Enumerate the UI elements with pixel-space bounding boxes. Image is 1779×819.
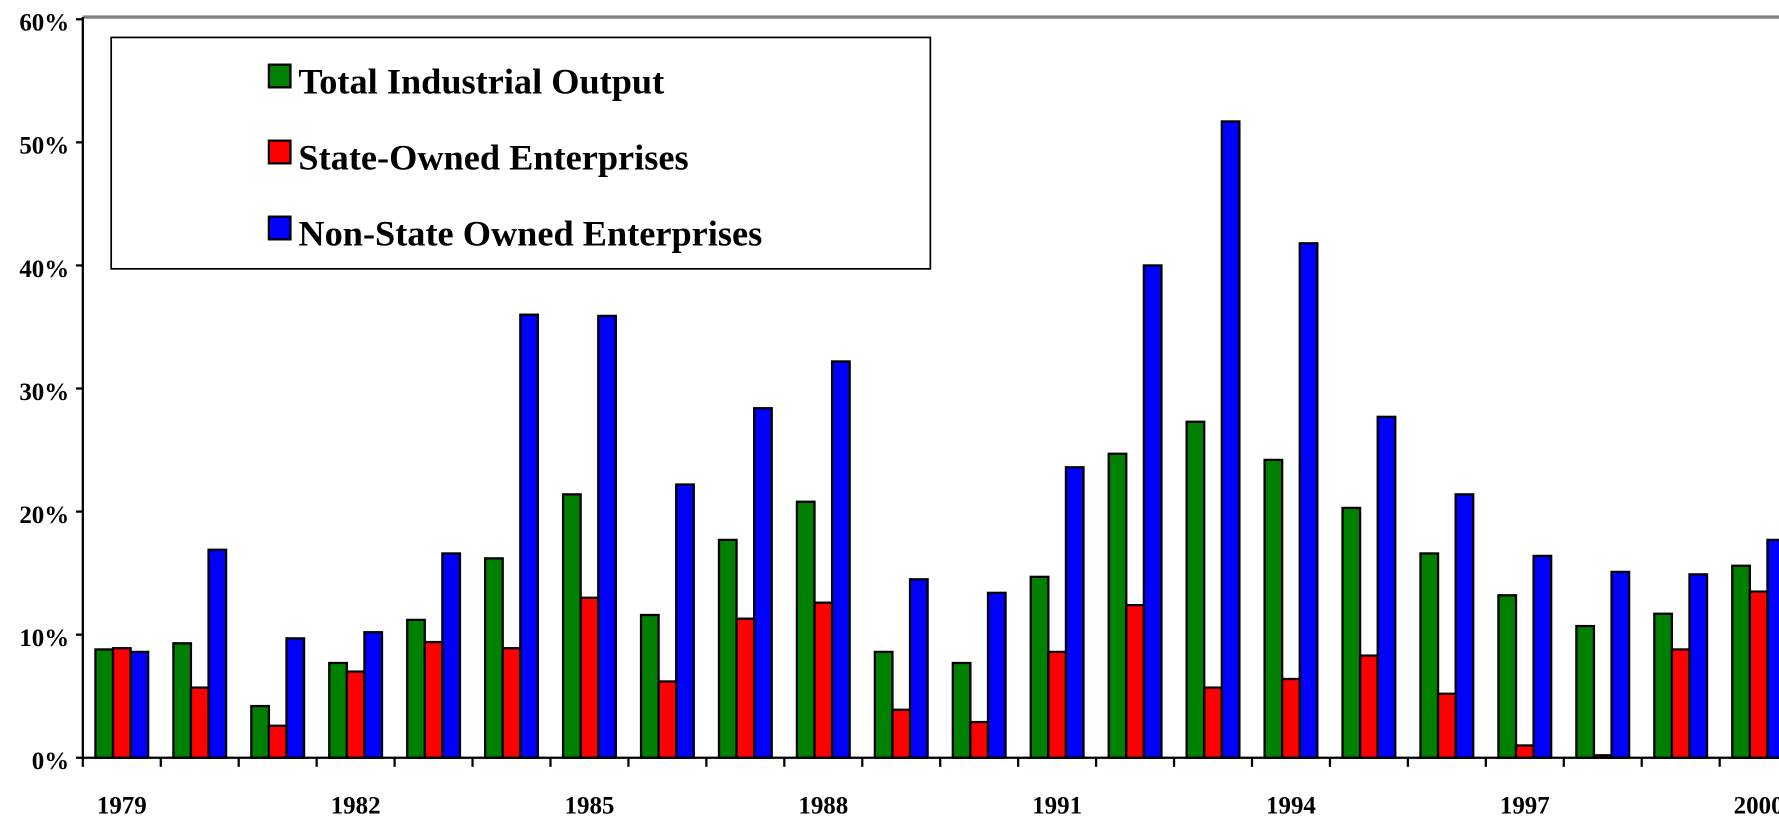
bar — [891, 708, 912, 759]
bar — [1419, 552, 1440, 759]
legend-swatch — [267, 139, 292, 165]
bar — [873, 650, 894, 759]
bar — [501, 647, 522, 759]
bar — [1203, 686, 1223, 759]
legend-swatch — [267, 63, 292, 89]
bar — [753, 407, 773, 759]
bar — [1220, 120, 1241, 759]
bar — [1125, 603, 1146, 759]
bar — [1670, 648, 1691, 759]
bar — [1029, 575, 1050, 759]
bar — [111, 647, 132, 759]
bar — [1688, 573, 1709, 759]
bar — [345, 670, 366, 759]
bar — [1107, 452, 1128, 759]
bar — [172, 642, 193, 759]
bar — [129, 650, 150, 759]
bar — [441, 552, 462, 759]
bar — [1731, 564, 1751, 759]
y-tick-label: 60% — [19, 10, 69, 37]
bar — [328, 661, 348, 759]
bar — [830, 360, 851, 759]
bar — [1436, 692, 1457, 759]
bar — [579, 596, 600, 759]
bar — [1298, 242, 1319, 759]
bar — [267, 724, 288, 759]
bar — [986, 591, 1007, 759]
legend-box — [110, 36, 932, 270]
bar — [657, 680, 678, 759]
bar — [423, 640, 444, 759]
bar — [1263, 458, 1284, 759]
bar — [1281, 677, 1301, 759]
bar — [1766, 538, 1779, 759]
bar — [1047, 650, 1068, 759]
legend-label: State-Owned Enterprises — [298, 137, 688, 177]
bar — [207, 548, 228, 759]
bar — [597, 314, 617, 759]
bar — [795, 500, 816, 759]
bar — [1592, 754, 1613, 759]
bar — [561, 493, 582, 759]
y-tick-label: 50% — [19, 133, 69, 160]
bar — [484, 557, 504, 759]
bar — [1358, 654, 1379, 759]
bar — [94, 648, 115, 759]
x-tick-label: 1997 — [1500, 792, 1550, 819]
bar — [1532, 554, 1553, 759]
bar — [189, 686, 210, 759]
bar — [285, 637, 306, 759]
x-tick-label: 1994 — [1266, 792, 1316, 819]
bar — [1185, 420, 1206, 759]
legend-label: Non-State Owned Enterprises — [298, 213, 762, 253]
bar — [675, 483, 695, 759]
legend: Total Industrial Output State-Owned Enter… — [110, 36, 932, 270]
x-tick-label: 1991 — [1032, 792, 1082, 819]
bar — [1610, 570, 1631, 759]
y-tick-label: 0% — [32, 748, 69, 775]
x-tick-label: 1982 — [331, 792, 381, 819]
bar — [1748, 590, 1769, 759]
bar — [969, 720, 990, 759]
bar — [1341, 506, 1362, 759]
x-tick-label: 1985 — [565, 792, 615, 819]
legend-swatch — [267, 215, 292, 241]
y-tick-label: 10% — [19, 625, 69, 652]
bar — [1064, 466, 1085, 759]
bar — [813, 601, 834, 759]
bar — [1575, 624, 1596, 759]
bar — [717, 538, 738, 759]
bar — [1376, 415, 1397, 759]
bar — [1454, 493, 1475, 759]
bar — [1514, 744, 1535, 759]
bar — [406, 618, 426, 759]
y-tick-label: 40% — [19, 256, 69, 283]
bar — [1142, 264, 1163, 759]
bar — [639, 613, 660, 759]
bar — [1497, 594, 1518, 759]
bar — [951, 661, 972, 759]
bar — [250, 704, 271, 759]
bar — [1653, 612, 1674, 759]
x-tick-label: 1988 — [798, 792, 848, 819]
y-tick-label: 30% — [19, 379, 69, 406]
x-tick-label: 1979 — [97, 792, 147, 819]
legend-label: Total Industrial Output — [298, 61, 664, 101]
bar — [519, 313, 540, 759]
y-tick-label: 20% — [19, 502, 69, 529]
bar — [908, 578, 929, 759]
bar — [735, 617, 756, 759]
bar — [363, 631, 384, 759]
x-tick-label: 2000 — [1734, 792, 1779, 819]
